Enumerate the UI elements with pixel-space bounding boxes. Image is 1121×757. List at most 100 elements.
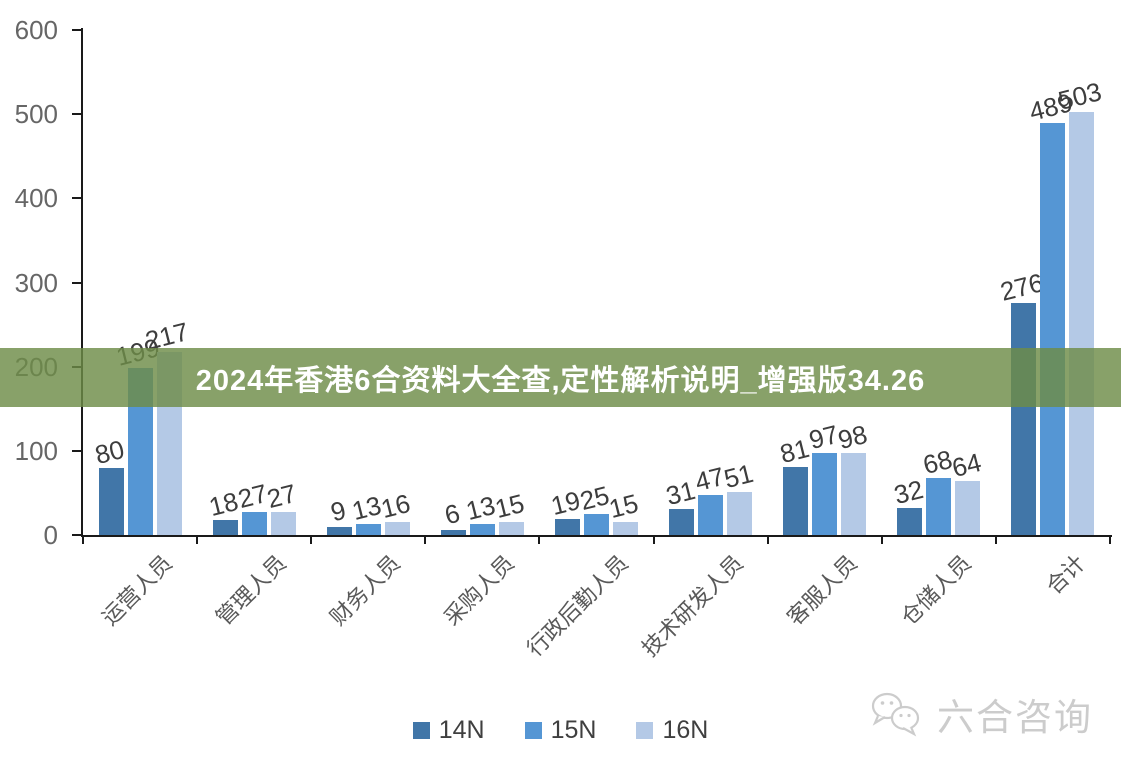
data-label: 27 xyxy=(264,477,300,515)
x-axis-label: 客服人员 xyxy=(781,550,862,631)
data-label: 80 xyxy=(91,433,128,471)
bar-group-6: 31 47 51 技术研发人员 xyxy=(637,30,768,661)
y-tick-mark xyxy=(72,29,81,31)
bar-16N: 503 xyxy=(1055,76,1104,535)
x-axis-label: 合计 xyxy=(1041,550,1090,600)
bar-15N: 13 xyxy=(349,490,384,535)
legend-swatch xyxy=(636,722,654,739)
data-label: 503 xyxy=(1055,76,1105,116)
legend-label: 16N xyxy=(662,716,709,744)
x-tick-mark xyxy=(994,537,997,544)
x-tick-mark xyxy=(1109,537,1111,544)
y-tick-mark xyxy=(72,449,81,452)
y-axis-tick-label: 300 xyxy=(14,267,58,298)
data-label: 51 xyxy=(720,457,756,495)
data-label: 16 xyxy=(378,487,414,525)
legend-label: 15N xyxy=(550,716,597,744)
y-tick-mark xyxy=(72,281,81,284)
plot-area: 80199217运营人员182727管理人员91316财务人员61315采购人员… xyxy=(83,30,1110,661)
bar-14N: 18 xyxy=(206,486,241,535)
x-tick-mark xyxy=(538,537,541,544)
bar-15N: 25 xyxy=(577,480,613,535)
y-axis-tick-label: 100 xyxy=(14,435,58,466)
data-label: 9 xyxy=(327,494,350,528)
data-label: 32 xyxy=(890,473,927,511)
bar-14N: 31 xyxy=(662,475,698,535)
x-tick-mark xyxy=(424,537,427,544)
data-label: 64 xyxy=(948,446,985,484)
x-axis-label: 管理人员 xyxy=(211,550,292,631)
data-label: 68 xyxy=(919,443,956,481)
bar-16N: 27 xyxy=(264,478,299,535)
bar-15N: 27 xyxy=(235,478,270,535)
y-axis-tick-label: 0 xyxy=(43,520,58,550)
bar-16N: 51 xyxy=(720,458,756,535)
legend-item-16N: 16N xyxy=(636,718,708,743)
bar-15N: 47 xyxy=(691,461,727,535)
data-label: 81 xyxy=(776,432,812,470)
bar-14N: 276 xyxy=(997,267,1046,535)
bar-group-8: 32 68 64 仓储人员 xyxy=(882,30,996,630)
y-axis-tick-label: 500 xyxy=(14,99,58,130)
x-tick-mark xyxy=(652,537,655,544)
x-axis-line xyxy=(81,535,1112,537)
data-label: 31 xyxy=(662,474,698,512)
bar-16N: 64 xyxy=(949,447,984,535)
data-label: 18 xyxy=(206,485,242,523)
x-tick-mark xyxy=(196,537,199,544)
bar-14N: 6 xyxy=(440,498,466,535)
bar-group-1: 80199217运营人员 xyxy=(83,30,197,630)
x-axis-label: 采购人员 xyxy=(439,550,520,631)
bar-14N: 9 xyxy=(326,495,352,535)
x-axis-label: 行政后勤人员 xyxy=(522,550,634,662)
bar-group-7: 81 97 98 客服人员 xyxy=(768,30,882,630)
bar-16N: 98 xyxy=(835,419,870,535)
y-tick-mark xyxy=(72,534,81,536)
bar-group-5: 19 25 15 行政后勤人员 xyxy=(522,30,653,661)
bar-group-4: 6 13 15 采购人员 xyxy=(425,30,539,630)
bar-group-2: 18 27 27 管理人员 xyxy=(197,30,311,630)
watermark-text: 六合咨询 xyxy=(937,697,1093,738)
x-axis-label: 技术研发人员 xyxy=(636,550,748,662)
legend-swatch xyxy=(412,722,430,739)
data-label: 15 xyxy=(606,487,642,525)
y-axis-line xyxy=(81,28,83,537)
bar-16N: 16 xyxy=(378,488,413,535)
x-axis-label: 财务人员 xyxy=(325,550,406,631)
legend-item-15N: 15N xyxy=(524,716,597,744)
bar-15N: 97 xyxy=(806,419,841,535)
x-tick-mark xyxy=(766,537,769,544)
bar-14N: 32 xyxy=(891,474,926,535)
data-label: 98 xyxy=(834,418,870,456)
bar-15N: 13 xyxy=(463,490,499,535)
title-banner-overlay: 2024年香港6合资料大全查,定性解析说明_增强版34.26 xyxy=(0,348,1121,407)
y-axis-tick-label: 600 xyxy=(14,15,58,45)
legend-swatch xyxy=(524,722,542,739)
bar-16N: 15 xyxy=(606,488,642,535)
legend: 14N 15N 16N xyxy=(0,718,1121,743)
bar-15N: 68 xyxy=(920,444,955,535)
bar-16N: 15 xyxy=(492,488,528,535)
banner-title-text: 2024年香港6合资料大全查,定性解析说明_增强版34.26 xyxy=(195,364,926,397)
legend-label: 14N xyxy=(438,716,485,744)
x-tick-mark xyxy=(880,537,883,544)
y-tick-mark xyxy=(72,113,81,116)
watermark: 六合咨询 xyxy=(865,687,1093,741)
bar-14N: 80 xyxy=(92,434,127,535)
bar-15N: 489 xyxy=(1026,87,1075,535)
y-axis-tick-label: 400 xyxy=(14,183,58,214)
x-axis-label: 运营人员 xyxy=(97,550,178,631)
data-label: 15 xyxy=(492,487,528,525)
bar-14N: 19 xyxy=(548,485,584,535)
bar-group-3: 9 13 16 财务人员 xyxy=(311,30,425,630)
legend-item-14N: 14N xyxy=(412,716,485,744)
x-tick-mark xyxy=(310,537,313,544)
x-axis-label: 仓储人员 xyxy=(895,550,976,631)
wechat-bubbles-icon xyxy=(865,688,929,740)
data-label: 6 xyxy=(442,497,464,531)
x-tick-mark xyxy=(82,537,84,544)
data-label: 276 xyxy=(997,267,1047,307)
y-tick-mark xyxy=(72,197,81,200)
bar-14N: 81 xyxy=(777,433,812,535)
